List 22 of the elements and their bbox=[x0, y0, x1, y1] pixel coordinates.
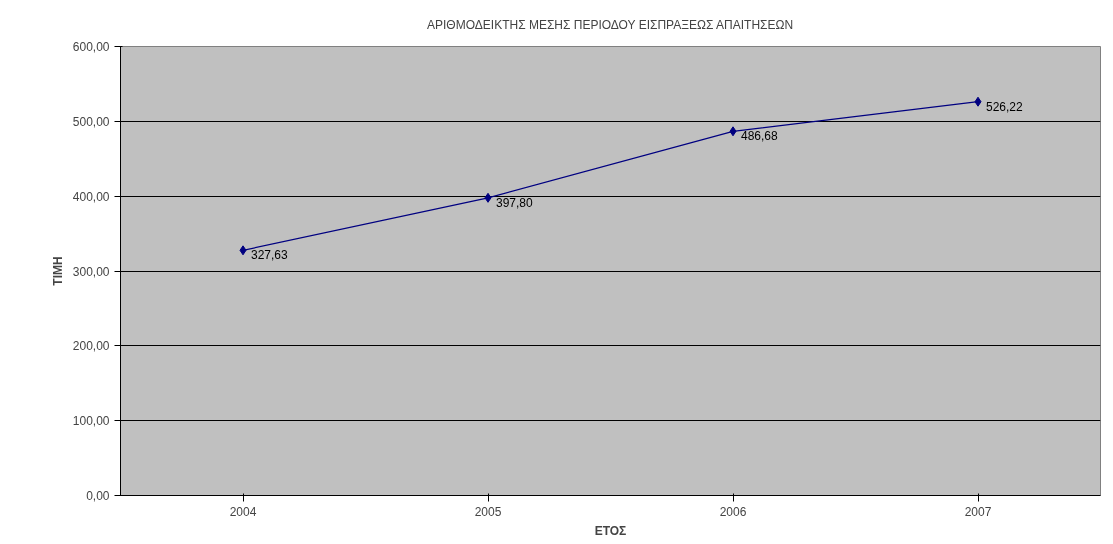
y-tick-label: 200,00 bbox=[72, 339, 110, 354]
data-label: 486,68 bbox=[741, 129, 779, 144]
data-label: 526,22 bbox=[986, 99, 1024, 114]
y-axis-title: ΤΙΜΗ bbox=[50, 256, 65, 286]
data-label: 327,63 bbox=[251, 248, 289, 263]
x-tick-label: 2007 bbox=[964, 504, 992, 519]
y-tick-label: 0,00 bbox=[86, 489, 110, 503]
x-tick-label: 2005 bbox=[474, 504, 502, 519]
point bbox=[484, 192, 492, 203]
y-tick-label: 400,00 bbox=[72, 189, 110, 204]
data-label: 397,80 bbox=[496, 195, 534, 210]
y-tick-label: 300,00 bbox=[72, 264, 110, 279]
point bbox=[974, 96, 982, 107]
x-tick-label: 2004 bbox=[229, 504, 257, 519]
point bbox=[239, 245, 247, 256]
y-tick-label: 500,00 bbox=[72, 114, 110, 129]
y-tick-label: 100,00 bbox=[72, 414, 110, 429]
y-tick-label: 600,00 bbox=[72, 40, 110, 54]
chart-title: ΑΡΙΘΜΟΔΕΙΚΤΗΣ ΜΕΣΗΣ ΠΕΡΙΟΔΟΥ ΕΙΣΠΡΑΞΕΩΣ ΑΠΑΙΤΗΣΕΩΝ bbox=[427, 17, 794, 32]
point bbox=[729, 126, 737, 137]
x-axis-title: ΕΤΟΣ bbox=[594, 523, 627, 538]
x-tick-label: 2006 bbox=[719, 504, 747, 519]
